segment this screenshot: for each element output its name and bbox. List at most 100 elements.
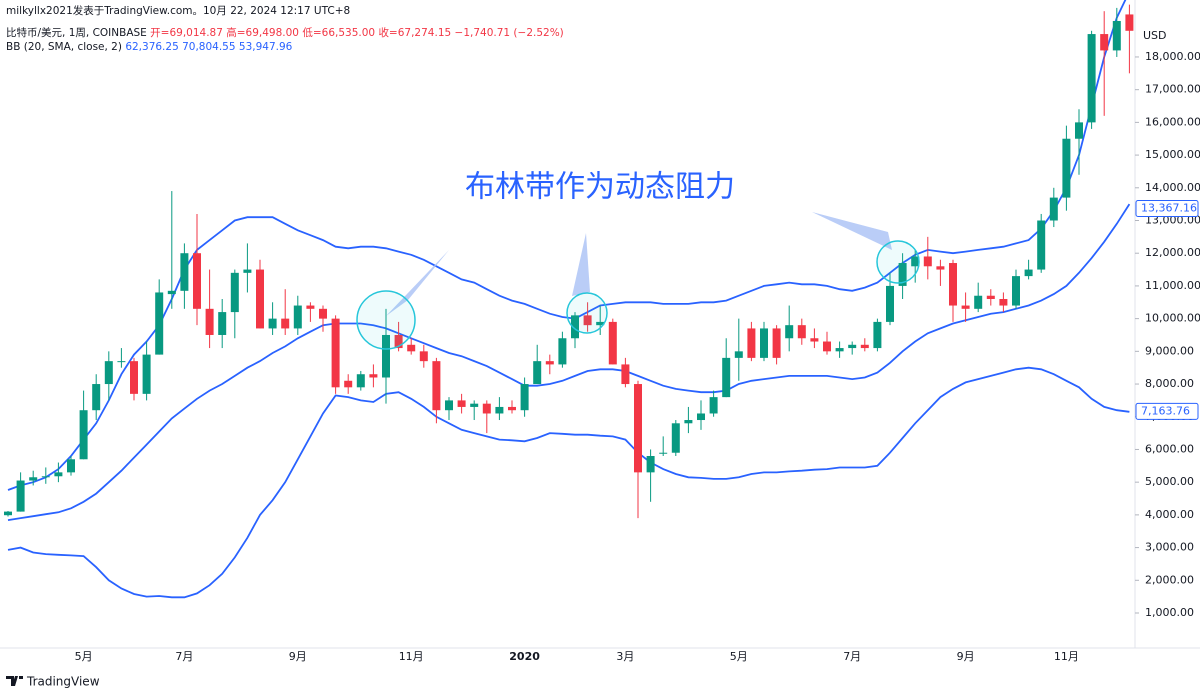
x-tick-label: 2020 bbox=[509, 650, 540, 663]
candle-body bbox=[747, 328, 756, 358]
candle-body bbox=[810, 338, 819, 342]
candle-body bbox=[520, 384, 529, 411]
candle-body bbox=[470, 403, 479, 407]
candle-body bbox=[482, 403, 491, 414]
bollinger-band bbox=[7, 203, 1131, 521]
footer-logo: TradingView bbox=[6, 675, 100, 689]
candle-body bbox=[986, 295, 995, 300]
x-tick-label: 7月 bbox=[843, 650, 861, 663]
annotation-text: 布林带作为动态阻力 bbox=[465, 170, 735, 205]
footer-brand: TradingView bbox=[26, 675, 100, 689]
candle-body bbox=[785, 325, 794, 339]
candle-body bbox=[621, 364, 630, 385]
candle-body bbox=[256, 269, 264, 329]
symbol-line: 比特币/美元, 1周, COINBASE 开=69,014.87 高=69,49… bbox=[6, 26, 564, 39]
candle-body bbox=[41, 476, 50, 478]
candle-body bbox=[1062, 138, 1071, 198]
price-tag bbox=[1135, 199, 1199, 217]
candle-body bbox=[835, 348, 844, 352]
arrow bbox=[386, 250, 449, 316]
highlight-circle bbox=[566, 292, 608, 334]
x-tick-label: 7月 bbox=[175, 650, 193, 663]
candle-body bbox=[142, 354, 151, 394]
indicator-line: BB (20, SMA, close, 2) 62,376.25 70,804.… bbox=[6, 41, 293, 53]
candle-body bbox=[1012, 276, 1020, 306]
bollinger-band bbox=[7, 366, 1130, 599]
candle-body bbox=[1112, 20, 1121, 51]
candle-body bbox=[306, 305, 315, 309]
candle-body bbox=[319, 308, 327, 319]
candle-body bbox=[180, 253, 189, 291]
indicator-name: BB (20, SMA, close, 2) bbox=[6, 41, 122, 53]
candle-body bbox=[54, 472, 63, 477]
x-tick-label: 5月 bbox=[75, 650, 93, 663]
x-tick-label: 3月 bbox=[616, 650, 634, 663]
candle-body bbox=[218, 312, 227, 335]
candle-body bbox=[608, 321, 617, 365]
candle-body bbox=[1087, 34, 1096, 123]
candle-body bbox=[243, 269, 252, 273]
candle-body bbox=[508, 406, 516, 411]
y-tick-label: 11,000.00 bbox=[1145, 279, 1200, 292]
y-tick-label: 17,000.00 bbox=[1145, 83, 1200, 96]
y-tick-label: 9,000.00 bbox=[1145, 344, 1194, 357]
annotation-shapes bbox=[356, 212, 920, 350]
candle-body bbox=[823, 341, 831, 352]
candle-body bbox=[596, 321, 605, 326]
y-tick-label: 4,000.00 bbox=[1145, 508, 1194, 521]
plot-area bbox=[4, 0, 1134, 599]
indicator-value: 70,804.55 bbox=[182, 41, 235, 53]
candle-body bbox=[911, 256, 920, 267]
candle-body bbox=[457, 400, 466, 407]
price-tag-label: 13,367.16 bbox=[1141, 201, 1197, 214]
candle-body bbox=[558, 338, 567, 365]
currency-label: USD bbox=[1143, 29, 1167, 42]
candle-body bbox=[873, 321, 882, 349]
candle-body bbox=[860, 344, 869, 349]
candle-body bbox=[331, 318, 340, 388]
candle-body bbox=[193, 253, 201, 309]
candle-body bbox=[709, 397, 718, 414]
candle-body bbox=[130, 361, 138, 394]
candle-body bbox=[495, 406, 504, 414]
candle-body bbox=[394, 334, 403, 349]
candle-body bbox=[67, 459, 75, 473]
candle-body bbox=[671, 423, 680, 453]
candle-body bbox=[1100, 34, 1109, 51]
indicator-value: 53,947.96 bbox=[239, 41, 293, 53]
candle-body bbox=[697, 413, 705, 421]
x-tick-label: 9月 bbox=[957, 650, 975, 663]
candle-body bbox=[79, 410, 88, 460]
candle-body bbox=[344, 380, 353, 388]
highlight-circle bbox=[356, 290, 416, 350]
candle-body bbox=[886, 285, 894, 322]
x-tick-label: 5月 bbox=[730, 650, 748, 663]
ohlc-value: 低=66,535.00 bbox=[302, 26, 375, 39]
indicator-value: 62,376.25 bbox=[125, 41, 178, 53]
symbol: 比特币/美元, 1周, COINBASE bbox=[6, 26, 147, 39]
candle-body bbox=[646, 456, 655, 473]
candle-body bbox=[923, 256, 932, 267]
y-tick-label: 2,000.00 bbox=[1145, 573, 1194, 586]
bollinger-band bbox=[7, 0, 1127, 491]
candle-body bbox=[382, 334, 390, 378]
candle-body bbox=[684, 420, 693, 424]
y-tick-label: 6,000.00 bbox=[1145, 442, 1194, 455]
candle-body bbox=[407, 344, 416, 352]
candle-body bbox=[961, 305, 970, 309]
candle-body bbox=[1024, 269, 1033, 277]
x-tick-label: 9月 bbox=[289, 650, 307, 663]
y-tick-label: 16,000.00 bbox=[1145, 115, 1200, 128]
candle-body bbox=[949, 263, 957, 306]
candle-body bbox=[230, 272, 239, 313]
highlight-circle bbox=[876, 240, 920, 284]
candle-body bbox=[571, 315, 579, 339]
price-tag-label: 7,163.76 bbox=[1141, 404, 1190, 417]
candle-body bbox=[155, 292, 164, 355]
candle-body bbox=[293, 305, 302, 329]
candle-body bbox=[4, 511, 12, 516]
candle-body bbox=[722, 357, 731, 398]
candle-body bbox=[760, 328, 768, 358]
